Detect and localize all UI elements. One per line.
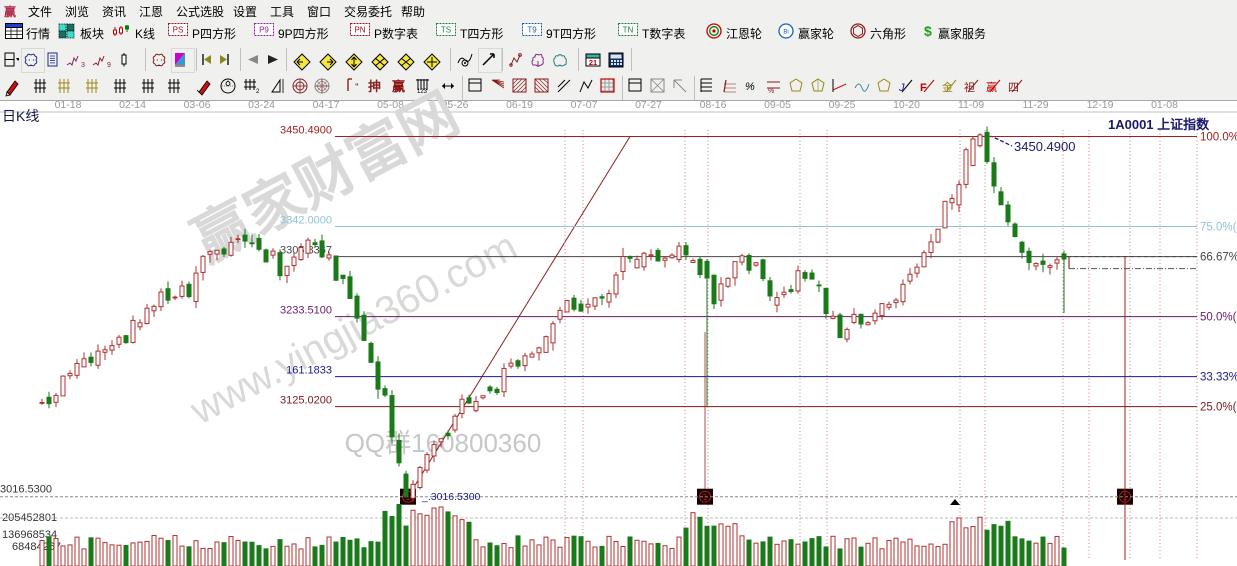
svg-text:": "	[355, 82, 359, 92]
svg-text:1A0001 上证指数: 1A0001 上证指数	[1108, 117, 1210, 132]
svg-text:%: %	[745, 81, 755, 93]
svg-text:136968534: 136968534	[2, 529, 57, 541]
svg-text:1: 1	[1122, 492, 1127, 502]
svg-text:3305.8367: 3305.8367	[280, 245, 332, 257]
svg-text:3342.0000: 3342.0000	[280, 215, 332, 227]
svg-text:_.3016.5300: _.3016.5300	[421, 491, 481, 503]
svg-text:T9: T9	[527, 26, 537, 35]
svg-text:68484267: 68484267	[12, 541, 61, 553]
svg-text:3450.4900: 3450.4900	[1014, 139, 1075, 154]
svg-text:PN: PN	[354, 26, 365, 35]
svg-text:161.1833: 161.1833	[286, 365, 332, 377]
svg-text:Bi: Bi	[783, 30, 788, 36]
svg-text:J: J	[898, 82, 905, 94]
svg-text:3: 3	[81, 62, 85, 68]
svg-text:赢: 赢	[392, 79, 405, 94]
svg-text:金: 金	[942, 80, 953, 94]
svg-text:赢家财富网: 赢家财富网	[183, 81, 470, 275]
svg-text:抻: 抻	[368, 79, 381, 94]
svg-text:$: $	[924, 23, 932, 39]
svg-text:100.0%(360): 100.0%(360)	[1200, 132, 1237, 144]
svg-text:3125.0200: 3125.0200	[280, 395, 332, 407]
svg-text:75.0%(270): 75.0%(270)	[1200, 222, 1237, 234]
svg-text:袒: 袒	[964, 80, 975, 94]
svg-text:3450.4900: 3450.4900	[280, 125, 332, 137]
svg-text:2: 2	[256, 89, 260, 94]
svg-text:www.yingjia360.com: www.yingjia360.com	[183, 224, 525, 433]
svg-text:50.0%(180): 50.0%(180)	[1200, 312, 1237, 324]
svg-text:21: 21	[589, 58, 597, 67]
svg-text:9: 9	[107, 62, 111, 68]
svg-text:%: %	[768, 88, 774, 94]
svg-text:四: 四	[1008, 82, 1019, 94]
svg-text:PS: PS	[173, 26, 184, 35]
svg-text:P9: P9	[259, 26, 269, 35]
svg-text:205452801: 205452801	[2, 512, 57, 524]
svg-text:赢: 赢	[986, 80, 997, 94]
svg-text:25.0%(90): 25.0%(90)	[1200, 402, 1237, 414]
svg-text:66.67%(240): 66.67%(240)	[1200, 252, 1237, 264]
svg-text:1: 1	[405, 492, 410, 502]
svg-text:日K线: 日K线	[2, 108, 39, 124]
svg-text:TN: TN	[623, 26, 634, 35]
svg-text:3016.5300: 3016.5300	[0, 484, 52, 496]
svg-text:3233.5100: 3233.5100	[280, 305, 332, 317]
svg-text:F: F	[920, 82, 927, 94]
svg-text:33.33%(120): 33.33%(120)	[1200, 372, 1237, 384]
svg-text:TS: TS	[441, 26, 451, 35]
svg-text:QQ群160800360: QQ群160800360	[345, 428, 542, 458]
svg-text:123: 123	[417, 89, 428, 94]
svg-text:1: 1	[702, 492, 707, 502]
